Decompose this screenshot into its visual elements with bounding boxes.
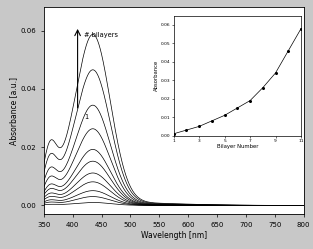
X-axis label: Wavelength [nm]: Wavelength [nm]	[141, 231, 207, 240]
Text: # bilayers: # bilayers	[84, 32, 118, 38]
Text: 1: 1	[84, 114, 88, 120]
Y-axis label: Absorbance [a.u.]: Absorbance [a.u.]	[9, 77, 18, 145]
